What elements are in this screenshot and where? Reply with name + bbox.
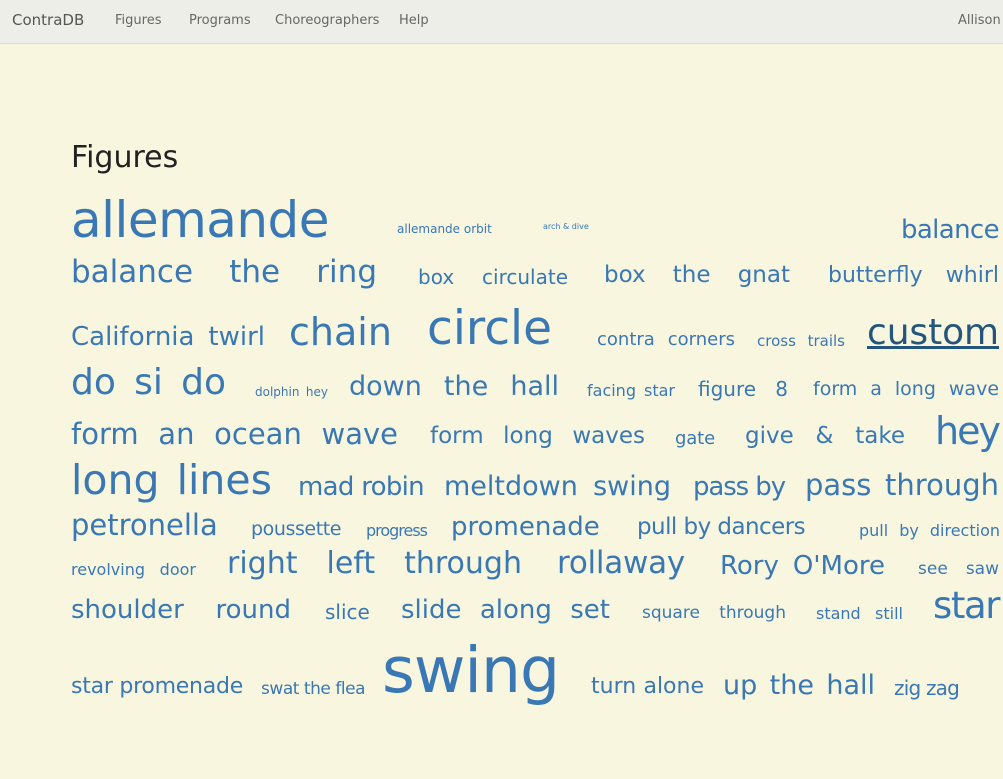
nav-figures[interactable]: Figures bbox=[115, 13, 162, 28]
figure-link-swing[interactable]: swing bbox=[382, 634, 560, 707]
figure-link-do-si-do[interactable]: do si do bbox=[71, 362, 226, 403]
figure-link-pull-by-direction[interactable]: pull by direction bbox=[859, 521, 1001, 540]
figure-link-california-twirl[interactable]: California twirl bbox=[71, 322, 265, 352]
figure-link-stand-still[interactable]: stand still bbox=[816, 604, 903, 623]
figure-link-gate[interactable]: gate bbox=[675, 428, 715, 449]
figure-link-form-a-long-wave[interactable]: form a long wave bbox=[813, 378, 1000, 400]
figure-link-meltdown-swing[interactable]: meltdown swing bbox=[444, 471, 671, 502]
figure-link-box-circulate[interactable]: box circulate bbox=[418, 265, 568, 289]
figure-link-star-promenade[interactable]: star promenade bbox=[71, 674, 243, 699]
figure-link-zig-zag[interactable]: zig zag bbox=[894, 676, 960, 700]
figure-link-poussette[interactable]: poussette bbox=[251, 518, 342, 540]
figure-link-allemande[interactable]: allemande bbox=[71, 191, 329, 249]
figure-link-box-the-gnat[interactable]: box the gnat bbox=[604, 262, 790, 288]
figure-link-circle[interactable]: circle bbox=[427, 301, 553, 356]
figure-link-allemande-orbit[interactable]: allemande orbit bbox=[397, 222, 492, 236]
figure-link-cross-trails[interactable]: cross trails bbox=[757, 332, 845, 350]
figure-link-rollaway[interactable]: rollaway bbox=[557, 545, 686, 581]
figure-link-facing-star[interactable]: facing star bbox=[587, 381, 675, 400]
figure-link-dolphin-hey[interactable]: dolphin hey bbox=[255, 385, 328, 399]
brand-link[interactable]: ContraDB bbox=[12, 11, 85, 29]
figure-link-pull-by-dancers[interactable]: pull by dancers bbox=[637, 514, 806, 540]
figure-link-slide-along-set[interactable]: slide along set bbox=[401, 595, 610, 625]
nav-user-menu[interactable]: Allison bbox=[958, 13, 1001, 28]
figure-link-balance-the-ring[interactable]: balance the ring bbox=[71, 254, 377, 290]
figure-link-up-the-hall[interactable]: up the hall bbox=[723, 670, 875, 701]
figure-link-rory-o-more[interactable]: Rory O'More bbox=[720, 551, 885, 581]
figure-link-promenade[interactable]: promenade bbox=[451, 512, 600, 542]
figure-link-slice[interactable]: slice bbox=[325, 600, 370, 624]
figure-link-see-saw[interactable]: see saw bbox=[918, 559, 999, 579]
figure-link-butterfly-whirl[interactable]: butterfly whirl bbox=[828, 263, 999, 288]
nav-programs[interactable]: Programs bbox=[189, 13, 251, 28]
figure-link-mad-robin[interactable]: mad robin bbox=[298, 472, 425, 502]
navbar: ContraDB Figures Programs Choreographers… bbox=[0, 0, 1003, 44]
figure-link-figure-8[interactable]: figure 8 bbox=[698, 377, 788, 401]
figure-link-long-lines[interactable]: long lines bbox=[71, 456, 273, 504]
figure-link-hey[interactable]: hey bbox=[935, 409, 1001, 453]
figure-link-form-long-waves[interactable]: form long waves bbox=[430, 423, 645, 449]
figure-link-balance[interactable]: balance bbox=[901, 215, 1000, 245]
figure-link-chain[interactable]: chain bbox=[289, 310, 392, 354]
figure-link-shoulder-round[interactable]: shoulder round bbox=[71, 595, 291, 625]
figure-link-contra-corners[interactable]: contra corners bbox=[597, 329, 736, 350]
figure-link-star[interactable]: star bbox=[933, 584, 1000, 627]
figure-link-give-and-take[interactable]: give & take bbox=[745, 423, 905, 449]
figure-link-progress[interactable]: progress bbox=[366, 521, 428, 540]
figure-link-petronella[interactable]: petronella bbox=[71, 508, 218, 542]
nav-help[interactable]: Help bbox=[399, 13, 429, 28]
figure-link-custom[interactable]: custom bbox=[867, 312, 999, 353]
figure-link-turn-alone[interactable]: turn alone bbox=[591, 674, 704, 699]
figure-link-arch-and-dive[interactable]: arch & dive bbox=[543, 222, 589, 231]
page-title: Figures bbox=[71, 140, 179, 175]
figure-link-right-left-through[interactable]: right left through bbox=[227, 546, 522, 581]
nav-choreographers[interactable]: Choreographers bbox=[275, 13, 380, 28]
figure-link-square-through[interactable]: square through bbox=[642, 603, 786, 623]
figure-link-swat-the-flea[interactable]: swat the flea bbox=[261, 679, 366, 699]
figure-link-pass-by[interactable]: pass by bbox=[693, 472, 786, 502]
figure-link-revolving-door[interactable]: revolving door bbox=[71, 560, 196, 579]
figure-link-pass-through[interactable]: pass through bbox=[805, 468, 1000, 502]
figure-link-form-an-ocean-wave[interactable]: form an ocean wave bbox=[71, 417, 399, 451]
figure-link-down-the-hall[interactable]: down the hall bbox=[349, 371, 559, 402]
